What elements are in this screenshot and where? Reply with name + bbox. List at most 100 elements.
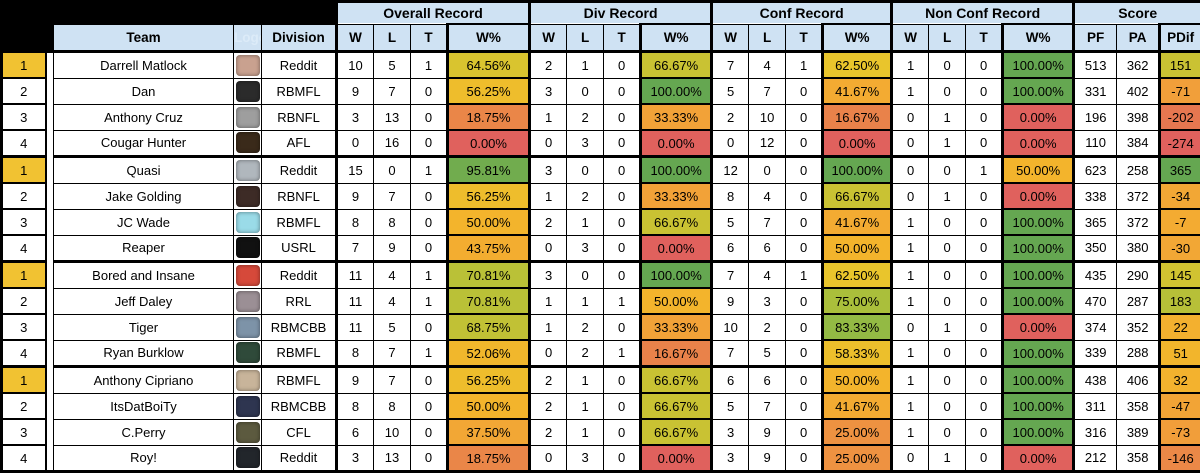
team-name[interactable]: Dan: [54, 78, 234, 104]
nonconf-t-cell[interactable]: 0: [966, 130, 1003, 157]
pa-cell[interactable]: 288: [1117, 340, 1160, 367]
nonconf-w-cell[interactable]: 0: [892, 314, 929, 340]
nonconf-w-cell[interactable]: 1: [892, 288, 929, 314]
conf-winpct-cell[interactable]: 16.67%: [823, 104, 892, 130]
div-t-cell[interactable]: 0: [604, 445, 641, 472]
overall-t-cell[interactable]: 1: [411, 288, 448, 314]
rank-cell[interactable]: 3: [2, 314, 46, 340]
nonconf-winpct-cell[interactable]: 100.00%: [1003, 209, 1074, 235]
div-winpct-cell[interactable]: 100.00%: [641, 157, 712, 184]
rank-cell[interactable]: 3: [2, 104, 46, 130]
team-logo-cell[interactable]: [234, 340, 262, 367]
team-name[interactable]: Darrell Matlock: [54, 52, 234, 79]
pf-cell[interactable]: 365: [1074, 209, 1117, 235]
pdif-cell[interactable]: -7: [1160, 209, 1200, 235]
pa-column-header[interactable]: PA: [1117, 24, 1160, 52]
nonconf-l-cell[interactable]: 0: [929, 419, 966, 445]
conf-t-cell[interactable]: 0: [786, 419, 823, 445]
div-w-cell[interactable]: 3: [530, 157, 567, 184]
conf-t-cell[interactable]: 0: [786, 78, 823, 104]
group-header-overall[interactable]: Overall Record: [337, 2, 530, 25]
overall-l-cell[interactable]: 16: [374, 130, 411, 157]
div-l-cell[interactable]: 0: [567, 78, 604, 104]
div-l-cell[interactable]: 1: [567, 367, 604, 394]
pa-cell[interactable]: 402: [1117, 78, 1160, 104]
nonconf-t-header[interactable]: T: [966, 24, 1003, 52]
div-t-cell[interactable]: 0: [604, 262, 641, 289]
nonconf-winpct-cell[interactable]: 0.00%: [1003, 314, 1074, 340]
division-cell[interactable]: RBMFL: [262, 367, 337, 394]
conf-winpct-cell[interactable]: 25.00%: [823, 419, 892, 445]
team-logo-cell[interactable]: [234, 130, 262, 157]
nonconf-l-cell[interactable]: 0: [929, 235, 966, 262]
nonconf-w-header[interactable]: W: [892, 24, 929, 52]
nonconf-l-header[interactable]: L: [929, 24, 966, 52]
div-winpct-cell[interactable]: 66.67%: [641, 419, 712, 445]
conf-t-cell[interactable]: 0: [786, 183, 823, 209]
division-cell[interactable]: AFL: [262, 130, 337, 157]
div-winpct-cell[interactable]: 66.67%: [641, 367, 712, 394]
overall-winpct-cell[interactable]: 52.06%: [448, 340, 530, 367]
overall-t-cell[interactable]: 0: [411, 78, 448, 104]
nonconf-w-cell[interactable]: 0: [892, 157, 929, 184]
overall-t-cell[interactable]: 1: [411, 340, 448, 367]
div-t-cell[interactable]: 0: [604, 314, 641, 340]
overall-w-cell[interactable]: 3: [337, 104, 374, 130]
pa-cell[interactable]: 352: [1117, 314, 1160, 340]
conf-t-cell[interactable]: 0: [786, 314, 823, 340]
div-w-cell[interactable]: 0: [530, 235, 567, 262]
nonconf-l-cell[interactable]: 1: [929, 183, 966, 209]
rank-cell[interactable]: 3: [2, 419, 46, 445]
div-w-cell[interactable]: 2: [530, 367, 567, 394]
pf-cell[interactable]: 623: [1074, 157, 1117, 184]
conf-t-cell[interactable]: 0: [786, 288, 823, 314]
div-winpct-cell[interactable]: 50.00%: [641, 288, 712, 314]
pdif-cell[interactable]: 365: [1160, 157, 1200, 184]
conf-winpct-cell[interactable]: 66.67%: [823, 183, 892, 209]
nonconf-winpct-cell[interactable]: 0.00%: [1003, 130, 1074, 157]
nonconf-winpct-cell[interactable]: 100.00%: [1003, 419, 1074, 445]
nonconf-t-cell[interactable]: 0: [966, 52, 1003, 79]
rank-cell[interactable]: 2: [2, 393, 46, 419]
nonconf-winpct-cell[interactable]: 0.00%: [1003, 445, 1074, 472]
division-cell[interactable]: RRL: [262, 288, 337, 314]
overall-t-cell[interactable]: 0: [411, 235, 448, 262]
conf-winpct-cell[interactable]: 25.00%: [823, 445, 892, 472]
team-logo-cell[interactable]: [234, 78, 262, 104]
div-l-cell[interactable]: 3: [567, 130, 604, 157]
overall-winpct-cell[interactable]: 0.00%: [448, 130, 530, 157]
rank-cell[interactable]: 4: [2, 445, 46, 472]
nonconf-l-cell[interactable]: 1: [929, 104, 966, 130]
rank-cell[interactable]: 1: [2, 367, 46, 394]
pf-column-header[interactable]: PF: [1074, 24, 1117, 52]
pf-cell[interactable]: 435: [1074, 262, 1117, 289]
team-name[interactable]: Quasi: [54, 157, 234, 184]
overall-t-cell[interactable]: 0: [411, 314, 448, 340]
overall-l-cell[interactable]: 7: [374, 340, 411, 367]
nonconf-t-cell[interactable]: 0: [966, 367, 1003, 394]
nonconf-winpct-cell[interactable]: 100.00%: [1003, 235, 1074, 262]
pf-cell[interactable]: 350: [1074, 235, 1117, 262]
division-cell[interactable]: RBNFL: [262, 183, 337, 209]
team-name[interactable]: Roy!: [54, 445, 234, 472]
overall-winpct-cell[interactable]: 95.81%: [448, 157, 530, 184]
overall-w-cell[interactable]: 9: [337, 367, 374, 394]
overall-winpct-cell[interactable]: 50.00%: [448, 209, 530, 235]
overall-w-cell[interactable]: 8: [337, 393, 374, 419]
division-column-header[interactable]: Division: [262, 24, 337, 52]
conf-t-cell[interactable]: 0: [786, 130, 823, 157]
conf-l-cell[interactable]: 7: [749, 78, 786, 104]
division-cell[interactable]: Reddit: [262, 262, 337, 289]
div-t-cell[interactable]: 1: [604, 288, 641, 314]
rank-cell[interactable]: 2: [2, 78, 46, 104]
conf-pct-header[interactable]: W%: [823, 24, 892, 52]
team-logo-cell[interactable]: [234, 419, 262, 445]
rank-cell[interactable]: 4: [2, 340, 46, 367]
group-header-score[interactable]: Score: [1074, 2, 1200, 25]
nonconf-w-cell[interactable]: 1: [892, 209, 929, 235]
nonconf-t-cell[interactable]: 0: [966, 314, 1003, 340]
pa-cell[interactable]: 358: [1117, 393, 1160, 419]
overall-w-cell[interactable]: 8: [337, 209, 374, 235]
pa-cell[interactable]: 384: [1117, 130, 1160, 157]
conf-l-cell[interactable]: 7: [749, 209, 786, 235]
